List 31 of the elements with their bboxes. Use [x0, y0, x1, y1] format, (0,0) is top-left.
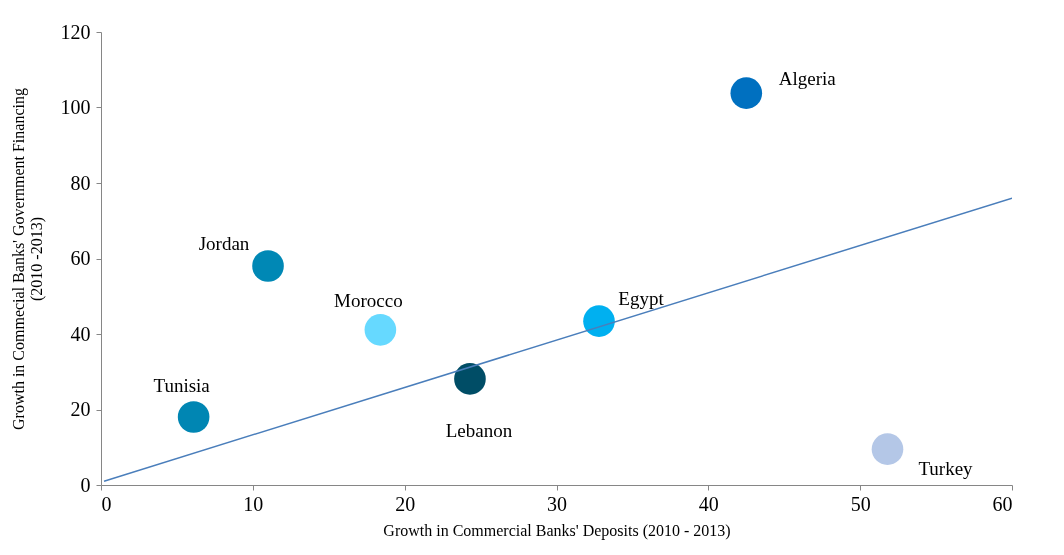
point	[730, 77, 763, 109]
annotation: Lebanon	[445, 419, 513, 441]
x-tick-label: 10	[243, 492, 264, 515]
y-tick-label: 100	[60, 96, 91, 118]
annotation: Egypt	[618, 288, 665, 310]
x-tick-label: 50	[850, 492, 871, 515]
annotation: Turkey	[918, 458, 974, 480]
annotation: Tunisia	[153, 375, 211, 397]
y-tick-label: 120	[60, 20, 91, 43]
point	[583, 305, 615, 337]
text: (2010 -2013)	[27, 217, 45, 301]
point	[454, 363, 486, 395]
x-tick-label: 20	[395, 492, 416, 515]
x-axis-title: Growth in Commercial Banks' Deposits (2010 - 2013)	[383, 521, 731, 540]
point	[871, 433, 904, 465]
x-tick-label: 40	[698, 492, 719, 515]
y-tick-label: 0	[80, 473, 91, 496]
annotation: Morocco	[334, 289, 403, 311]
y-tick-label: 80	[70, 171, 91, 194]
point	[252, 250, 284, 282]
text: Growth in Commecial Banks' Government Financing	[9, 88, 27, 430]
x-tick-label: 30	[547, 492, 567, 515]
y-tick-label: 60	[70, 247, 91, 269]
annotation: Jordan	[198, 233, 250, 255]
point	[364, 314, 397, 346]
y-tick-label: 20	[70, 398, 91, 420]
point	[177, 401, 210, 433]
y-tick-label: 40	[70, 322, 91, 345]
annotation: Algeria	[778, 68, 837, 90]
x-tick-label: 60	[992, 492, 1013, 515]
x-tick-label: 0	[101, 492, 112, 515]
